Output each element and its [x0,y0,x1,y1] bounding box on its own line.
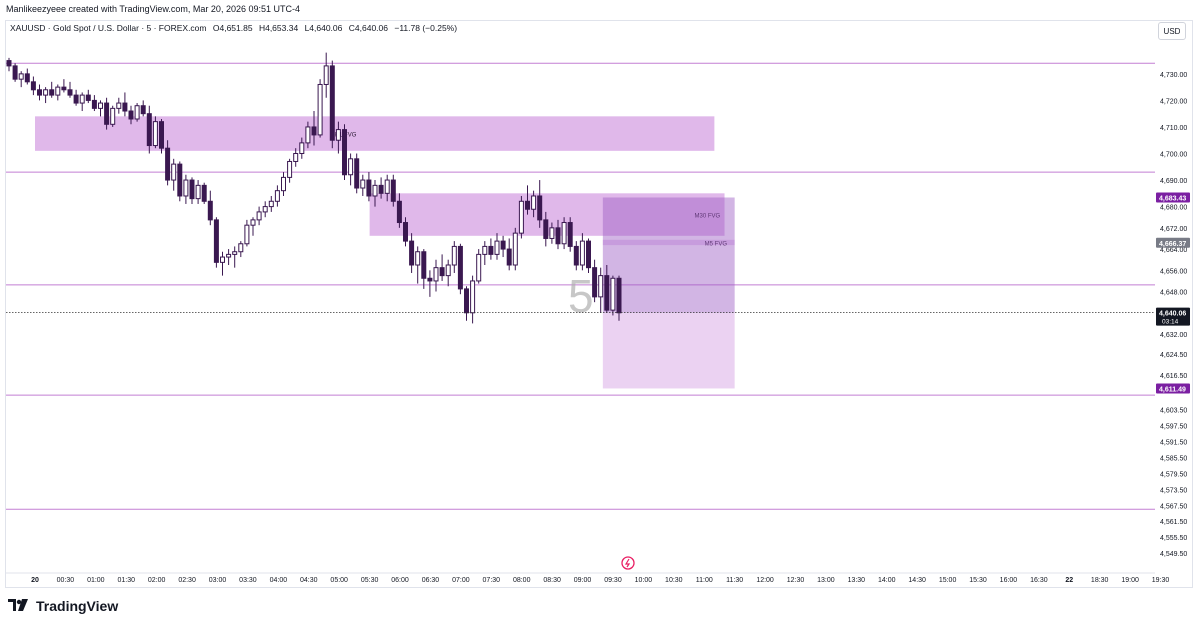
symbol-legend: XAUUSD · Gold Spot / U.S. Dollar · 5 · F… [10,23,461,33]
ohlc-open: O4,651.85 [212,23,253,33]
tradingview-brand: TradingView [36,598,119,614]
tradingview-logo[interactable]: TradingView [8,598,118,614]
ohlc-high: H4,653.34 [258,23,299,33]
chart-frame [5,20,1193,588]
ohlc-change: −11.78 (−0.25%) [394,23,458,33]
currency-button[interactable]: USD [1158,22,1186,40]
symbol-name[interactable]: XAUUSD · Gold Spot / U.S. Dollar · 5 · F… [10,23,207,33]
tradingview-logo-icon [8,598,30,614]
ohlc-close: C4,640.06 [348,23,388,33]
chart-attribution: Manlikeezyeee created with TradingView.c… [6,4,300,14]
ohlc-low: L4,640.06 [304,23,343,33]
